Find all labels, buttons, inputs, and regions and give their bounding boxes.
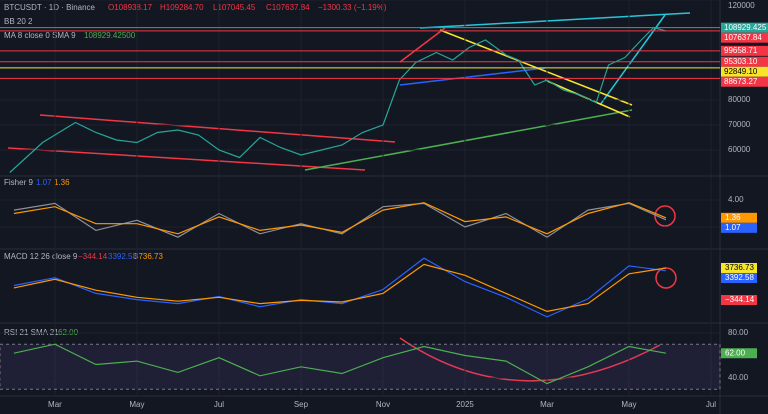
value-tag	[721, 272, 757, 283]
fisher-value: 1.07	[36, 178, 52, 187]
price-tag	[721, 56, 768, 67]
series-line	[13, 343, 667, 385]
symbol: BTCUSDT · 1D · Binance	[4, 3, 96, 12]
ma-label: MA 8 close 0 SMA 9	[4, 31, 76, 40]
value-tag-label: 1.07	[725, 223, 741, 232]
price-tag-label: 92849.10	[724, 67, 758, 76]
x-tick-label: May	[129, 400, 144, 409]
value-tag-label: 3392.58	[725, 273, 754, 282]
y-tick-label: 120000	[728, 1, 755, 10]
annotation-circle	[655, 267, 677, 289]
series-line	[13, 202, 667, 235]
price-tag-label: 88673.27	[724, 77, 758, 86]
ohlc-low: L107045.45	[213, 3, 256, 12]
value-tag-label: 62.00	[725, 348, 746, 357]
price-tag-label: 95303.10	[724, 57, 758, 66]
x-tick-label: Jul	[214, 400, 224, 409]
y-tick-label: 60000	[728, 145, 751, 154]
value-tag	[721, 262, 757, 273]
fisher-value: 1.36	[54, 178, 70, 187]
price-tag-label: 108929.425	[724, 23, 767, 32]
value-tag	[721, 348, 757, 359]
price-tag	[721, 22, 768, 33]
ohlc-high: H109284.70	[160, 3, 204, 12]
macd-value: 3736.73	[134, 252, 163, 261]
x-tick-label: Mar	[540, 400, 554, 409]
price-tag-label: 99658.71	[724, 46, 758, 55]
value-tag	[721, 294, 757, 305]
y-tick-label: 40.00	[728, 373, 749, 382]
macd-value: −344.14	[78, 252, 108, 261]
x-tick-label: 2025	[456, 400, 474, 409]
series-line	[13, 257, 666, 318]
bb-label: BB 20 2	[4, 17, 33, 26]
annotation-circle	[654, 205, 676, 227]
ohlc-open: O108938.17	[108, 3, 153, 12]
value-tag	[721, 212, 757, 223]
y-tick-label: 4.00	[728, 195, 744, 204]
y-tick-label: 80.00	[728, 328, 749, 337]
series-line	[9, 26, 667, 173]
x-tick-label: Jul	[706, 400, 716, 409]
price-tag	[721, 32, 768, 43]
price-tag	[721, 45, 768, 56]
price-tag	[721, 76, 768, 87]
x-tick-label: Nov	[376, 400, 390, 409]
x-tick-label: May	[621, 400, 636, 409]
ma-value: 108929.42500	[84, 31, 136, 40]
y-tick-label: 80000	[728, 95, 751, 104]
fisher-label: Fisher 9	[4, 178, 33, 187]
ohlc-close: C107637.84	[266, 3, 310, 12]
value-tag-label: 3736.73	[725, 263, 754, 272]
macd-value: 3392.58	[108, 252, 137, 261]
price-tag-label: 107637.84	[724, 33, 762, 42]
value-tag	[721, 222, 757, 233]
price-tag	[721, 66, 768, 77]
x-tick-label: Sep	[294, 400, 309, 409]
value-tag-label: −344.14	[725, 295, 755, 304]
value-tag-label: 1.36	[725, 213, 741, 222]
series-line	[13, 263, 666, 313]
x-tick-label: Mar	[48, 400, 62, 409]
y-tick-label: 70000	[728, 120, 751, 129]
ohlc-change: −1300.33 (−1.19%)	[318, 3, 387, 12]
macd-label: MACD 12 26 close 9	[4, 252, 78, 261]
